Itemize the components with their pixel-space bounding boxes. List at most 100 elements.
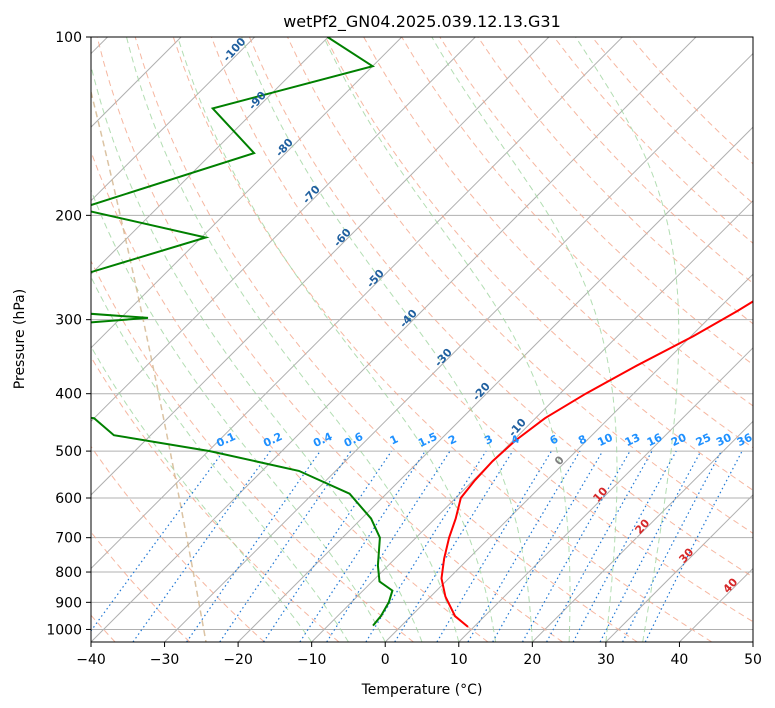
dry-adiabat <box>248 37 753 578</box>
y-tick-label: 900 <box>55 595 82 611</box>
dry-adiabat-label: -50 <box>364 267 387 291</box>
y-tick-label: 800 <box>55 565 82 581</box>
y-tick-label: 700 <box>55 531 82 547</box>
isotherm-line <box>237 126 753 642</box>
temperature-line <box>440 300 753 628</box>
isotherm-line <box>91 37 256 202</box>
y-tick-label: 500 <box>55 444 82 460</box>
x-tick-label: 40 <box>671 652 689 668</box>
moist-adiabat <box>126 37 460 642</box>
moist-adiabat <box>241 37 533 642</box>
mixing-ratio-line <box>326 450 451 642</box>
mixing-ratio-label: 1.5 <box>416 430 439 450</box>
mixing-ratio-label: 0.2 <box>261 430 284 450</box>
moist-adiabat <box>177 37 497 642</box>
isotherm-line <box>91 37 329 275</box>
moist-adiabat <box>91 188 386 642</box>
moist-adiabat <box>91 63 423 642</box>
dry-adiabat <box>553 37 753 244</box>
y-tick-label: 100 <box>55 30 82 46</box>
isotherm-line <box>91 37 476 423</box>
y-tick-label: 400 <box>55 387 82 403</box>
dry-adiabat <box>515 37 753 284</box>
x-tick-label: 10 <box>450 652 468 668</box>
mixing-ratio-label: 3 <box>482 432 494 447</box>
y-tick-label: 600 <box>55 491 82 507</box>
isotherm-line <box>91 37 623 570</box>
y-tick-label: 200 <box>55 208 82 224</box>
mixing-ratio-label: 16 <box>645 431 665 449</box>
moist-adiabat <box>91 275 349 642</box>
dry-adiabat-label: 40 <box>720 575 740 595</box>
mixing-ratio-label: 0.6 <box>342 430 365 450</box>
isotherm-line <box>458 347 753 642</box>
dry-adiabat-label: 30 <box>676 545 696 565</box>
moist-adiabat <box>575 37 680 642</box>
dry-adiabat <box>91 150 489 642</box>
isotherm-line <box>752 641 753 642</box>
mixing-ratio-line <box>467 450 581 642</box>
background-lines <box>91 37 753 642</box>
dry-adiabat <box>96 37 563 642</box>
dry-adiabat-label: 0 <box>552 453 567 468</box>
y-tick-label: 1000 <box>46 622 82 638</box>
plot-frame <box>90 36 754 643</box>
x-tick-label: −30 <box>150 652 180 668</box>
dry-adiabat <box>287 37 753 534</box>
mixing-ratio-line <box>91 450 224 632</box>
mixing-ratio-label: 13 <box>623 431 642 449</box>
mixing-ratio-line <box>299 450 426 642</box>
dry-adiabat-label: -40 <box>397 307 420 331</box>
mixing-ratio-label: 1 <box>388 432 400 447</box>
isotherm-line <box>91 37 550 496</box>
dry-adiabat-label: -90 <box>246 89 269 113</box>
dry-adiabat-label: 10 <box>590 484 610 504</box>
dry-adiabat-label: -100 <box>220 35 248 64</box>
mixing-ratio-label: 10 <box>595 431 615 449</box>
y-tick-label: 300 <box>55 313 82 329</box>
x-tick-label: −40 <box>76 652 106 668</box>
axes: −40 −30 −20 −10 0 10 20 30 40 5010020030040050060… <box>46 30 762 668</box>
dry-adiabat-label: -80 <box>273 136 296 160</box>
dry-adiabat <box>325 37 753 491</box>
isotherm-line <box>91 37 403 349</box>
mixing-ratio-line <box>644 450 743 642</box>
mixing-ratio-label: 30 <box>714 431 734 449</box>
dry-adiabat <box>91 445 265 642</box>
mixing-ratio-label: 25 <box>694 431 713 449</box>
dry-adiabat-label: 20 <box>632 516 652 536</box>
x-tick-label: −10 <box>297 652 327 668</box>
dry-adiabat <box>91 356 340 642</box>
isotherm-line <box>531 420 753 642</box>
x-tick-label: −20 <box>223 652 253 668</box>
mixing-ratio-line <box>186 450 321 642</box>
mixing-ratio-line <box>262 450 392 642</box>
mixing-ratio-label: 36 <box>735 431 755 449</box>
mixing-ratio-line <box>436 450 553 642</box>
isotherm-line <box>384 273 753 642</box>
mixing-ratio-label: 6 <box>548 432 561 447</box>
x-tick-label: 20 <box>523 652 541 668</box>
y-axis-label: Pressure (hPa) <box>12 289 28 389</box>
isotherm-line <box>164 52 753 642</box>
dry-adiabat <box>134 37 638 642</box>
mixing-ratio-line <box>132 450 271 642</box>
dewpoint-line <box>91 37 394 627</box>
moist-adiabat <box>323 37 571 642</box>
tan-dashed-curve <box>91 91 207 642</box>
mixing-ratio-line <box>599 450 702 642</box>
profile-lines <box>91 37 753 628</box>
isotherm-line <box>605 494 753 642</box>
isotherm-line <box>311 199 753 642</box>
isotherm-line <box>91 37 697 642</box>
mixing-ratio-line <box>394 450 514 642</box>
mixing-ratio-label: 2 <box>446 432 458 447</box>
mixing-ratio-line <box>219 450 352 642</box>
dry-adiabat <box>210 37 753 623</box>
x-axis-label: Temperature (°C) <box>361 682 483 698</box>
x-tick-label: 30 <box>597 652 615 668</box>
mixing-ratio-label: 0.1 <box>214 430 237 450</box>
dry-adiabat-label: -20 <box>470 380 493 404</box>
